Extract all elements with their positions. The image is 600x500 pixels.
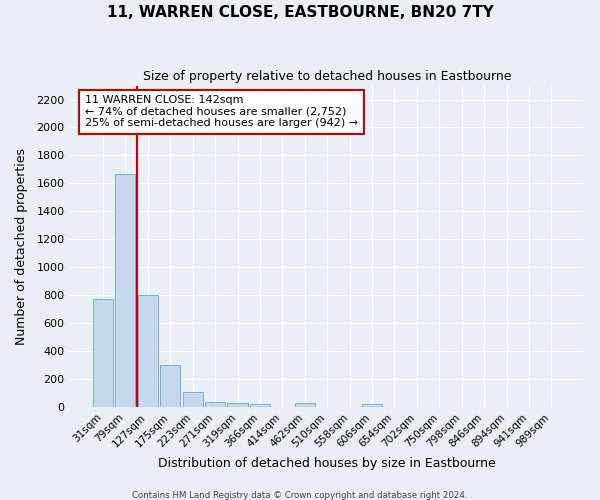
Bar bbox=[182, 392, 203, 407]
Bar bbox=[115, 174, 136, 407]
Bar bbox=[227, 404, 248, 407]
Text: Contains HM Land Registry data © Crown copyright and database right 2024.: Contains HM Land Registry data © Crown c… bbox=[132, 490, 468, 500]
Bar bbox=[205, 402, 225, 407]
Bar bbox=[138, 295, 158, 407]
X-axis label: Distribution of detached houses by size in Eastbourne: Distribution of detached houses by size … bbox=[158, 457, 496, 470]
Bar bbox=[250, 404, 270, 407]
Y-axis label: Number of detached properties: Number of detached properties bbox=[15, 148, 28, 345]
Bar bbox=[93, 300, 113, 407]
Text: 11, WARREN CLOSE, EASTBOURNE, BN20 7TY: 11, WARREN CLOSE, EASTBOURNE, BN20 7TY bbox=[107, 5, 493, 20]
Bar bbox=[295, 404, 315, 407]
Bar bbox=[362, 404, 382, 407]
Title: Size of property relative to detached houses in Eastbourne: Size of property relative to detached ho… bbox=[143, 70, 511, 83]
Text: 11 WARREN CLOSE: 142sqm
← 74% of detached houses are smaller (2,752)
25% of semi: 11 WARREN CLOSE: 142sqm ← 74% of detache… bbox=[85, 95, 358, 128]
Bar bbox=[160, 365, 181, 407]
